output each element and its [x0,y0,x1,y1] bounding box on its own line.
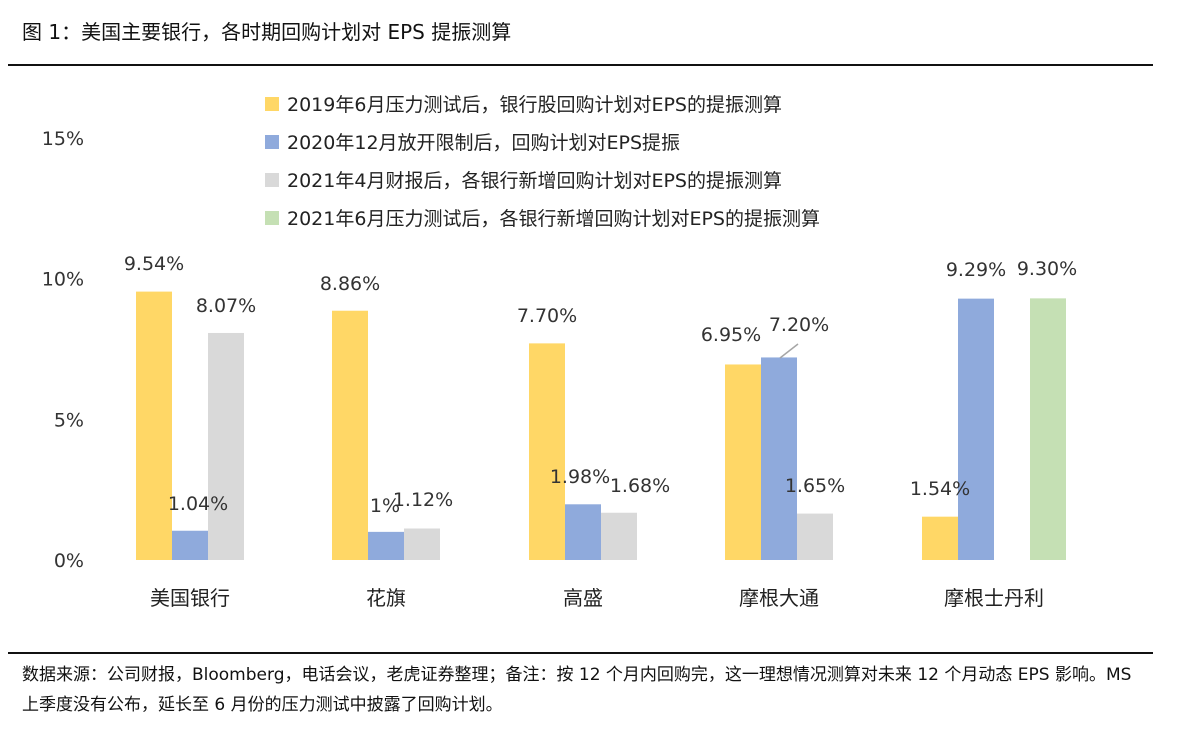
data-label: 1.65% [785,475,845,497]
bar [529,343,565,560]
top-rule [8,64,1153,66]
data-label: 1.68% [610,475,670,497]
data-label: 8.86% [320,273,380,295]
bar [601,512,637,560]
legend-entry: 2021年6月压力测试后，各银行新增回购计划对EPS的提振测算 [287,208,820,230]
bar [404,528,440,560]
x-category-label: 摩根大通 [739,586,819,610]
x-category-label: 摩根士丹利 [944,586,1044,610]
y-tick-label: 5% [54,409,84,431]
legend-swatch [265,173,279,187]
bar [725,364,761,560]
label-leader-line [779,343,799,359]
bar [1030,298,1066,560]
bar [958,298,994,560]
bar [797,513,833,560]
legend-swatch [265,97,279,111]
data-label: 1.54% [910,478,970,500]
bar [172,530,208,560]
bar [565,504,601,560]
bar [332,310,368,560]
data-label: 9.30% [1017,258,1077,280]
data-label: 1.04% [168,493,228,515]
figure-title: 图 1：美国主要银行，各时期回购计划对 EPS 提振测算 [22,20,512,44]
x-category-label: 美国银行 [150,586,230,610]
data-label: 1.12% [393,489,453,511]
bar [761,357,797,560]
data-label: 7.20% [769,314,829,336]
y-tick-label: 0% [54,550,84,572]
data-label: 7.70% [517,305,577,327]
bar [368,531,404,560]
x-category-label: 花旗 [366,586,406,610]
data-label: 1.98% [550,466,610,488]
y-tick-label: 10% [42,269,84,291]
x-category-label: 高盛 [563,586,603,610]
data-label: 8.07% [196,295,256,317]
bar [136,291,172,560]
y-tick-label: 15% [42,128,84,150]
legend-swatch [265,135,279,149]
data-label: 1% [370,495,400,517]
legend-entry: 2019年6月压力测试后，银行股回购计划对EPS的提振测算 [287,94,782,116]
data-label: 9.29% [946,259,1006,281]
bar [922,516,958,560]
legend-entry: 2020年12月放开限制后，回购计划对EPS提振 [287,132,680,154]
bottom-rule [8,652,1153,654]
source-note: 数据来源：公司财报，Bloomberg，电话会议，老虎证券整理；备注：按 12 … [22,665,1132,715]
data-label: 9.54% [124,253,184,275]
bar-chart: 0% 5% 10% 15% 2019年6月压力测试后，银行股回购计划对EPS的提振测算 2… [42,94,1077,610]
legend-swatch [265,211,279,225]
data-label: 6.95% [701,324,761,346]
legend-entry: 2021年4月财报后，各银行新增回购计划对EPS的提振测算 [287,170,782,192]
bar [208,332,244,560]
